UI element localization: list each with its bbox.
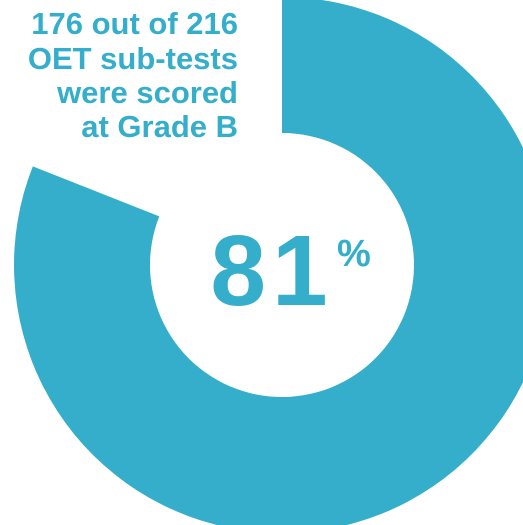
center-unit: % — [337, 233, 371, 275]
title-line: OET sub-tests — [28, 41, 238, 76]
title-line: were scored — [56, 75, 238, 110]
title-line: at Grade B — [81, 109, 238, 144]
donut-segment — [14, 0, 523, 525]
donut — [14, 0, 523, 525]
center-value: 81 — [210, 215, 333, 327]
title-line: 176 out of 216 — [31, 6, 238, 41]
